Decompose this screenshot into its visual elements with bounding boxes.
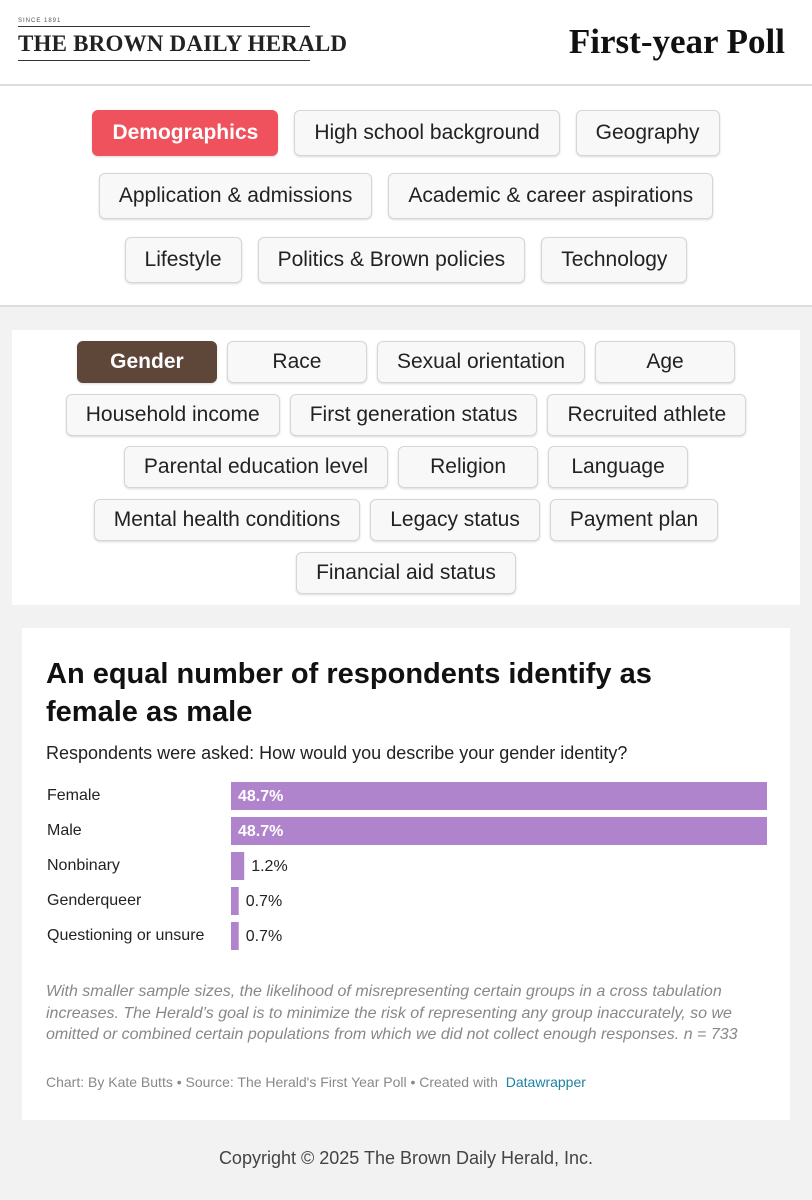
tab-button[interactable]: Technology (541, 237, 688, 283)
tab-button[interactable]: Sexual orientation (376, 341, 586, 383)
value-label: 48.7% (238, 788, 283, 805)
button-row: Lifestyle Politics & Brown policies Techno… (0, 237, 812, 283)
bar (231, 922, 239, 950)
tab-button[interactable]: Gender (76, 341, 217, 383)
tab-button[interactable]: Demographics (92, 110, 279, 156)
tab-button[interactable]: Payment plan (549, 499, 719, 541)
tab-button[interactable]: Religion (398, 446, 539, 488)
button-row: Household income First generation status R… (0, 394, 812, 436)
tab-button[interactable]: First generation status (289, 394, 538, 436)
tab-button[interactable]: Lifestyle (124, 237, 242, 283)
logo-since: SINCE 1891 (18, 18, 62, 24)
tab-button[interactable]: Language (548, 446, 689, 488)
logo-rule (18, 26, 310, 27)
tab-button[interactable]: Legacy status (370, 499, 540, 541)
chart-note: With smaller sample sizes, the likelihoo… (46, 983, 738, 1043)
chart-credit-line: Chart: By Kate Butts • Source: The Heral… (46, 1074, 586, 1090)
bar-chart: Female 48.7% Male 48.7% Nonbinary 1.2% Genderq… (47, 782, 767, 950)
category-label: Questioning or unsure (47, 927, 205, 944)
bar (231, 782, 767, 810)
button-row: Parental education level Religion Language (0, 446, 812, 488)
page-title: First-year Poll (568, 22, 785, 61)
category-label: Nonbinary (47, 857, 120, 874)
value-label: 0.7% (246, 893, 282, 910)
logo-rule (18, 60, 310, 61)
bar (231, 887, 239, 915)
button-row: Financial aid status (0, 552, 812, 594)
chart-card: An equal number of respondents identify … (22, 628, 790, 1120)
tab-button[interactable]: Age (595, 341, 736, 383)
tab-button[interactable]: Race (226, 341, 367, 383)
value-label: 48.7% (238, 823, 283, 840)
logo-text: THE BROWN DAILY HERALD (18, 31, 348, 56)
tab-button[interactable]: Politics & Brown policies (257, 237, 526, 283)
button-row: Mental health conditions Legacy status Pay… (0, 499, 812, 541)
button-row: Demographics High school background Geogra… (0, 110, 812, 156)
button-row: Gender Race Sexual orientation Age (0, 341, 812, 383)
value-label: 1.2% (251, 858, 287, 875)
tab-button[interactable]: Financial aid status (296, 552, 516, 594)
tab-button[interactable]: Recruited athlete (547, 394, 747, 436)
copyright: Copyright © 2025 The Brown Daily Herald,… (218, 1148, 594, 1168)
category-label: Male (47, 822, 82, 839)
category-label: Female (47, 787, 100, 804)
tab-button[interactable]: Household income (65, 394, 280, 436)
bar (231, 817, 767, 845)
tab-button[interactable]: Application & admissions (98, 173, 373, 219)
button-row: Application & admissions Academic & caree… (0, 173, 812, 219)
chart-credit: Chart: By Kate Butts • Source: The Heral… (46, 1074, 498, 1090)
tab-button[interactable]: Mental health conditions (93, 499, 361, 541)
tab-button[interactable]: Geography (575, 110, 720, 156)
chart-subtitle: Respondents were asked: How would you de… (46, 743, 628, 763)
tab-button[interactable]: High school background (294, 110, 560, 156)
divider (0, 84, 812, 86)
tab-button[interactable]: Parental education level (123, 446, 389, 488)
logo[interactable]: SINCE 1891 THE BROWN DAILY HERALD (18, 18, 347, 61)
value-label: 0.7% (246, 928, 282, 945)
credit-link[interactable]: Datawrapper (505, 1074, 586, 1090)
category-label: Genderqueer (47, 892, 142, 909)
tab-button[interactable]: Academic & career aspirations (388, 173, 714, 219)
bar (231, 852, 245, 880)
chart-title: An equal number of respondents identify … (46, 658, 652, 728)
